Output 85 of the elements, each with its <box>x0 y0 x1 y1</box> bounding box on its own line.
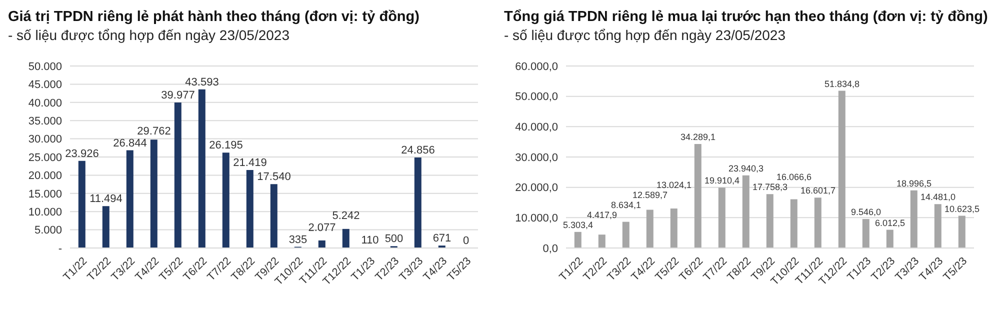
y-tick-label: - <box>58 242 62 255</box>
data-label: 34.289,1 <box>680 132 716 142</box>
bar <box>574 232 582 248</box>
data-label: 24.856 <box>401 144 435 157</box>
bar <box>862 219 870 248</box>
bar <box>78 160 86 248</box>
bar <box>934 204 942 248</box>
y-tick-label: 40.000 <box>28 97 62 110</box>
bar <box>646 210 654 248</box>
data-label: 5.242 <box>332 210 360 222</box>
data-label: 26.844 <box>113 137 147 150</box>
data-label: 16.066,6 <box>776 172 812 182</box>
data-label: 4.417,9 <box>586 210 618 220</box>
bar <box>222 152 230 248</box>
data-label: 11.494 <box>90 193 122 206</box>
bar <box>718 188 726 248</box>
bar <box>886 230 894 248</box>
bar <box>102 206 110 248</box>
bar <box>174 102 182 248</box>
data-label: 18.996,5 <box>896 178 932 188</box>
bar <box>790 199 798 248</box>
data-label: 29.762 <box>137 125 171 138</box>
y-tick-label: 30.000 <box>28 134 62 146</box>
data-label: 6.012,5 <box>874 218 906 228</box>
bar <box>246 170 254 248</box>
chart-subtitle: - số liệu được tổng hợp đến ngày 23/05/2023 <box>8 26 290 44</box>
chart-title: Tổng giá TPDN riêng lẻ mua lại trước hạn theo tháng (đơn vị: tỷ đồng) <box>504 8 989 26</box>
bar <box>766 194 774 248</box>
bar <box>342 228 350 248</box>
bar <box>150 140 158 248</box>
data-label: 671 <box>432 232 452 245</box>
y-tick-label: 40.000,0 <box>515 122 558 134</box>
bar <box>270 184 278 248</box>
data-label: 500 <box>384 233 404 246</box>
data-label: 23.926 <box>65 148 99 160</box>
bar <box>318 240 326 248</box>
data-label: 13.024,1 <box>656 180 692 190</box>
data-label: 12.589,7 <box>632 190 668 200</box>
y-tick-label: 10.000 <box>28 206 62 219</box>
y-tick-label: 20.000,0 <box>515 182 558 194</box>
bar <box>742 175 750 248</box>
data-label: 23.940,3 <box>728 163 764 174</box>
y-tick-label: 35.000 <box>28 116 62 128</box>
y-tick-label: 45.000 <box>28 79 62 92</box>
bar <box>598 234 606 248</box>
data-label: 5.303,4 <box>562 220 594 230</box>
bar <box>126 150 134 248</box>
bar <box>958 216 966 248</box>
data-label: 26.195 <box>209 140 243 152</box>
data-label: 9.546,0 <box>850 207 882 218</box>
chart-subtitle: - số liệu được tổng hợp đến ngày 23/05/2023 <box>504 26 786 44</box>
data-label: 110 <box>361 234 379 247</box>
bar <box>198 89 206 248</box>
bar <box>622 222 630 248</box>
y-tick-label: 60.000,0 <box>515 60 558 73</box>
data-label: 2.077 <box>308 222 336 234</box>
data-label: 17.540 <box>257 171 291 184</box>
data-label: 39.977 <box>161 89 195 102</box>
bar <box>910 190 918 248</box>
data-label: 17.758,3 <box>752 182 788 192</box>
y-tick-label: 50.000 <box>28 60 62 73</box>
data-label: 8.634,1 <box>610 200 642 210</box>
y-tick-label: 5.000 <box>34 224 62 237</box>
bar <box>670 208 678 248</box>
data-label: 10.623,5 <box>944 204 980 214</box>
y-tick-label: 15.000 <box>28 188 62 200</box>
chart-title: Giá trị TPDN riêng lẻ phát hành theo tháng (đơn vị: tỷ đồng) <box>8 8 420 26</box>
y-tick-label: 25.000 <box>28 152 62 164</box>
data-label: 0 <box>462 235 470 247</box>
data-label: 43.593 <box>185 76 219 88</box>
y-tick-label: 20.000 <box>28 170 62 182</box>
data-label: 51.834,8 <box>824 78 860 89</box>
bar <box>414 158 422 248</box>
y-tick-label: 10.000,0 <box>515 212 558 225</box>
bar <box>838 90 846 248</box>
y-tick-label: 30.000,0 <box>515 152 558 164</box>
bar <box>694 144 702 248</box>
data-label: 16.601,7 <box>800 186 836 196</box>
data-label: 335 <box>288 234 308 246</box>
y-tick-label: 50.000,0 <box>515 91 558 104</box>
data-label: 14.481,0 <box>920 192 956 202</box>
data-label: 19.910,4 <box>704 176 740 186</box>
bar <box>814 198 822 248</box>
data-label: 21.419 <box>233 157 267 170</box>
y-tick-label: 0,0 <box>542 242 558 255</box>
